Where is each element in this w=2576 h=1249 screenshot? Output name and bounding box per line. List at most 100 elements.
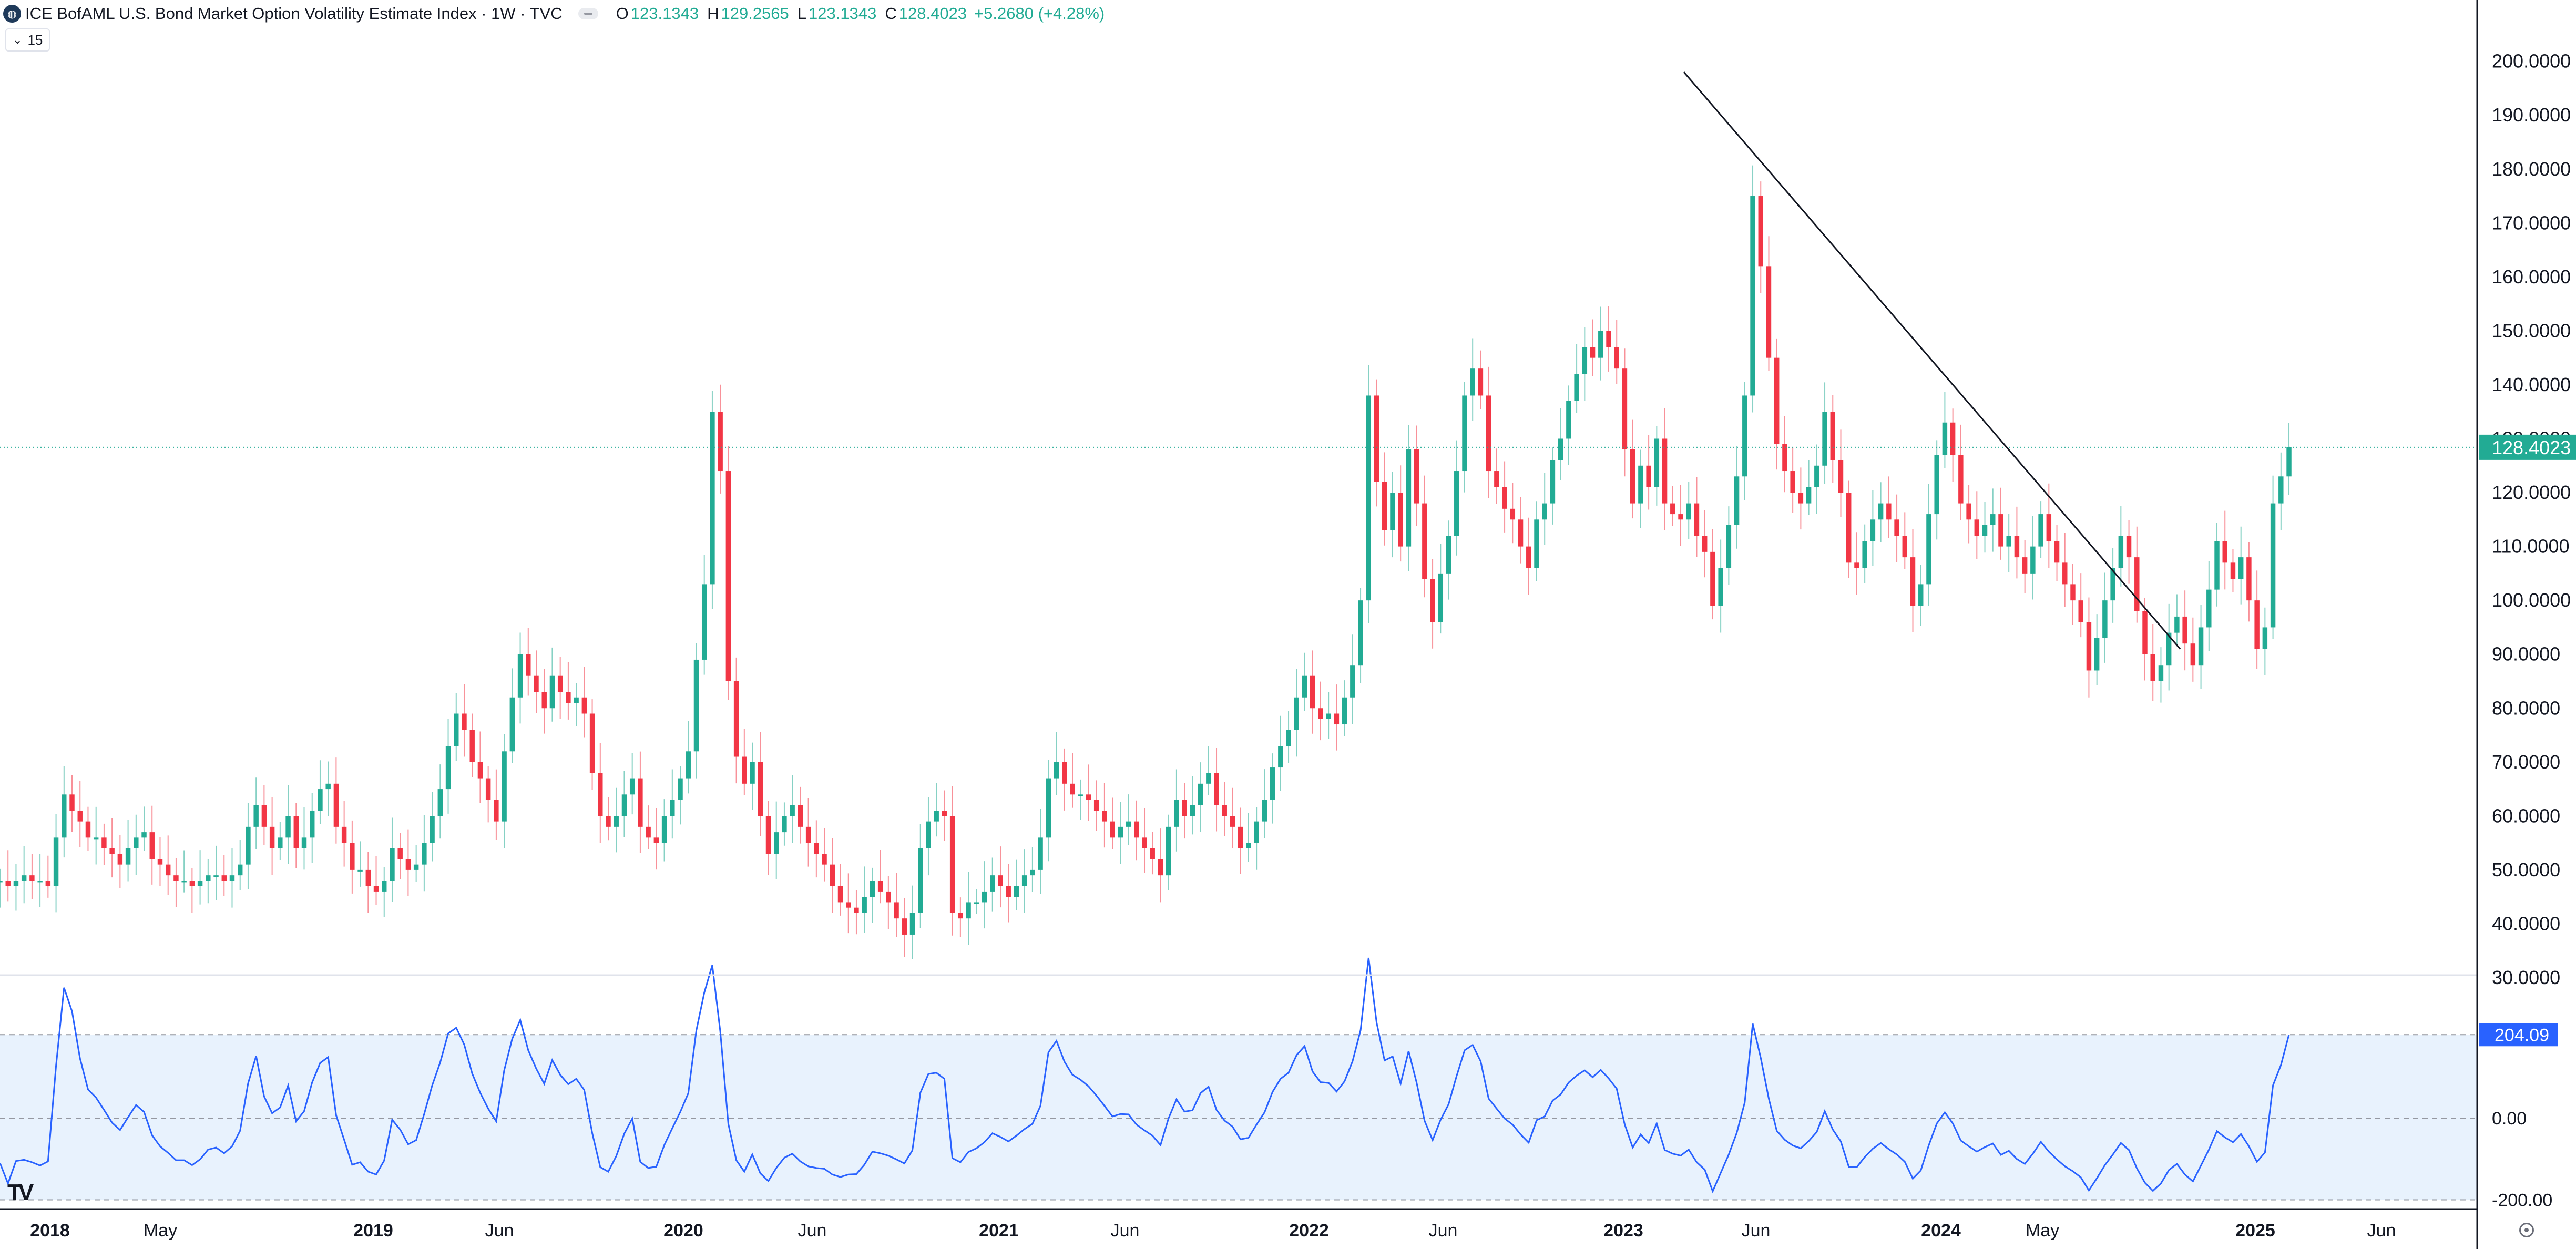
candle [2254,570,2260,669]
candle [62,766,67,858]
candle [206,859,211,904]
candle [1390,472,1395,558]
candle [1870,490,1876,566]
gear-icon[interactable] [2519,1223,2534,1237]
trendline[interactable] [1683,71,2181,650]
oscillator-tick-label: 0.00 [2492,1109,2527,1129]
candle-body [1086,794,1091,800]
interval-badge: 15 [27,32,43,48]
candle-body [213,875,219,877]
candle [1814,444,1819,514]
candle-body [93,837,99,840]
candle-body [2262,627,2268,649]
candle-body [773,832,779,854]
candle-body [1270,767,1275,800]
candle [134,814,139,875]
candle-body [1526,546,1531,568]
drawing-overlays[interactable] [0,71,2477,650]
candle-body [822,854,827,865]
candle [854,890,859,935]
time-tick-label: Jun [2367,1221,2396,1241]
candle [1558,408,1563,480]
candle [1134,800,1139,861]
candle-body [758,762,763,816]
candle [1214,748,1219,832]
candle [269,797,275,875]
candle-body [2182,616,2187,644]
candle-body [2134,557,2140,611]
candle-body [293,816,299,848]
candle [1382,452,1387,546]
candle [125,820,131,882]
candle-body [310,811,315,838]
candle-body [1966,503,1971,520]
indicator-collapse-toggle[interactable]: ⌄ 15 [5,28,50,52]
candle-body [37,881,43,883]
candle-body [1734,476,1740,525]
candle [2006,514,2011,572]
candle [1662,408,1668,530]
candle-body [1366,395,1372,601]
candle [1118,802,1123,864]
candle-body [261,805,267,827]
candle [1830,395,1835,483]
candle [574,683,579,727]
price-tick-label: 80.0000 [2492,697,2560,719]
candle-body [1190,805,1195,816]
candle [45,855,51,898]
time-axis[interactable]: 2018 May 2019 Jun 2020 Jun 2021 Jun 2022 Jun 2023 J… [30,1221,2396,1241]
candle-body [982,891,987,903]
candle [1806,460,1812,515]
candle [101,823,107,865]
candle-body [1686,503,1691,520]
candle [1750,165,1755,413]
candle-body [566,692,571,703]
candle [197,850,203,905]
chevron-down-icon: ⌄ [13,33,23,46]
candle-body [1958,455,1964,504]
candle [477,731,483,803]
candle-body [1766,266,1772,358]
candle [1758,181,1763,293]
candle [1030,847,1035,892]
candle [2142,598,2148,681]
candle-body [422,843,427,865]
candle-body [1854,562,1859,568]
candle-body [2094,638,2100,671]
candle-body [1702,536,1708,552]
candle [2238,526,2244,605]
candle-body [1942,422,1948,455]
candle [2206,561,2212,651]
candle [1054,732,1059,795]
candle-body [557,675,563,692]
candle-body [1638,465,1643,504]
candle [1838,429,1844,517]
candle-body [725,471,731,681]
candle-body [1214,773,1219,805]
tradingview-logo-icon[interactable]: TV [7,1180,34,1205]
symbol-title[interactable]: ICE BofAML U.S. Bond Market Option Volat… [25,4,563,23]
candle [1366,365,1372,623]
candle-body [1510,508,1516,520]
candle-body [1982,525,1988,536]
candle-body [886,891,891,903]
candle [1454,440,1459,556]
price-tick-label: 50.0000 [2492,859,2560,881]
candle [1998,487,2003,560]
candle-body [285,816,291,838]
high-value: 129.2565 [721,4,789,23]
candle-body [462,713,467,730]
last-price-tag-label: 128.4023 [2492,437,2571,458]
close-label: C [885,4,897,23]
candle [566,662,571,720]
candle [1990,488,1996,552]
oscillator-axis[interactable]: 0.00 -200.00 [2492,1109,2552,1211]
candle-body [189,881,195,886]
candle-body [1862,541,1867,568]
candle-body [805,826,811,843]
candle-body [1046,778,1051,838]
price-axis[interactable]: 200.0000 190.0000 180.0000 170.0000 160.0000… [2492,50,2571,988]
eye-icon[interactable] [578,8,598,19]
candle [1374,379,1379,507]
